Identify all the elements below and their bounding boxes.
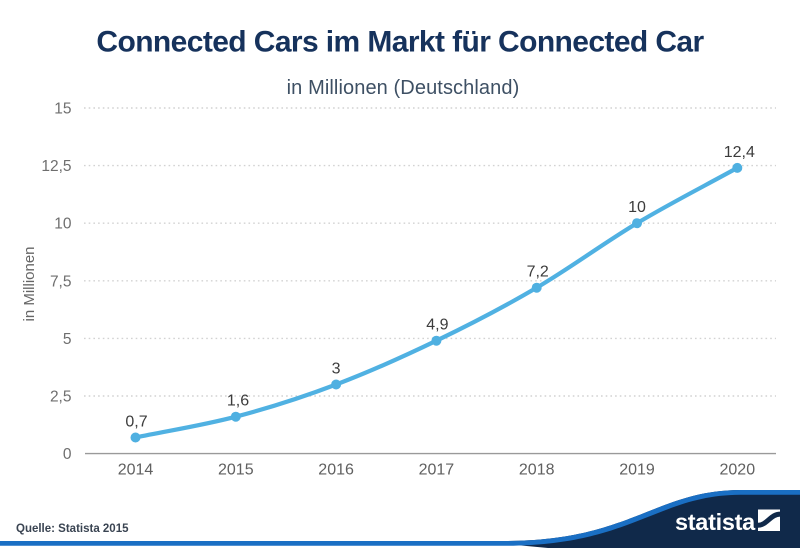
svg-text:10: 10: [628, 199, 646, 216]
svg-text:Quelle: Statista 2015: Quelle: Statista 2015: [16, 523, 129, 535]
svg-text:Connected Cars im Markt für Co: Connected Cars im Markt für Connected Ca…: [96, 26, 704, 59]
svg-text:statista: statista: [675, 509, 756, 535]
svg-text:2014: 2014: [118, 462, 154, 479]
svg-text:12,4: 12,4: [724, 144, 755, 161]
svg-text:2018: 2018: [519, 462, 555, 479]
svg-text:0: 0: [63, 446, 72, 463]
svg-text:in Millionen (Deutschland): in Millionen (Deutschland): [287, 77, 520, 99]
svg-text:2019: 2019: [619, 462, 655, 479]
svg-text:in Millionen: in Millionen: [21, 246, 38, 321]
svg-text:12,5: 12,5: [41, 158, 71, 175]
svg-text:2020: 2020: [720, 462, 756, 479]
svg-text:2017: 2017: [419, 462, 455, 479]
svg-text:15: 15: [54, 101, 71, 118]
svg-text:7,5: 7,5: [50, 273, 72, 290]
svg-text:5: 5: [63, 331, 72, 348]
svg-text:0,7: 0,7: [125, 414, 147, 431]
svg-text:2015: 2015: [218, 462, 254, 479]
svg-text:10: 10: [54, 216, 72, 233]
svg-text:1,6: 1,6: [227, 393, 249, 410]
svg-text:2016: 2016: [318, 462, 354, 479]
svg-text:3: 3: [332, 361, 341, 378]
svg-text:2,5: 2,5: [50, 389, 72, 406]
svg-text:4,9: 4,9: [426, 317, 448, 334]
svg-text:7,2: 7,2: [527, 264, 549, 281]
